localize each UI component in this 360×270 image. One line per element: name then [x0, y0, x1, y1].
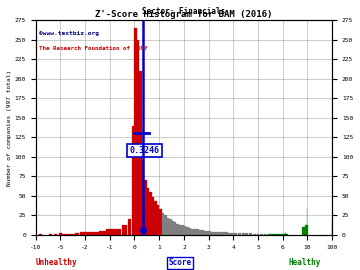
Bar [204, 231, 206, 235]
Bar [176, 224, 179, 235]
Text: Healthy: Healthy [288, 258, 320, 267]
Bar [278, 234, 283, 235]
Bar [201, 230, 204, 235]
Bar [135, 28, 137, 235]
Bar [224, 232, 226, 235]
Bar [249, 233, 252, 235]
Bar [171, 221, 174, 235]
Bar [268, 234, 273, 235]
Bar [283, 234, 284, 235]
Text: Sector: Financials: Sector: Financials [142, 7, 225, 16]
Bar [137, 40, 139, 235]
Bar [219, 232, 221, 235]
Bar [199, 230, 201, 235]
Bar [169, 219, 171, 235]
Text: 0.3246: 0.3246 [130, 146, 159, 155]
Bar [196, 230, 199, 235]
Bar [191, 229, 194, 235]
Bar [189, 228, 191, 235]
Text: Unhealthy: Unhealthy [36, 258, 78, 267]
Bar [159, 209, 162, 235]
Bar [157, 205, 159, 235]
Bar [139, 71, 142, 235]
Bar [164, 215, 167, 235]
Text: ©www.textbiz.org: ©www.textbiz.org [39, 31, 99, 36]
Bar [273, 234, 278, 235]
Bar [39, 234, 42, 235]
Bar [144, 180, 147, 235]
Bar [84, 232, 91, 235]
Bar [253, 234, 256, 235]
Bar [184, 226, 186, 235]
Bar [213, 232, 216, 235]
Bar [194, 229, 196, 235]
Bar [242, 233, 245, 235]
Bar [228, 233, 231, 235]
Bar [284, 234, 285, 235]
Bar [179, 225, 181, 235]
Bar [82, 232, 85, 235]
Bar [67, 234, 71, 235]
Bar [59, 233, 62, 235]
Bar [208, 231, 211, 235]
Text: The Research Foundation of SUNY: The Research Foundation of SUNY [39, 46, 147, 51]
Bar [257, 234, 260, 235]
Bar [174, 222, 176, 235]
Bar [246, 233, 248, 235]
Bar [152, 197, 154, 235]
Bar [75, 233, 79, 235]
Bar [287, 234, 288, 235]
Bar [302, 227, 305, 235]
Bar [91, 232, 99, 235]
Bar [226, 232, 228, 235]
Bar [206, 231, 208, 235]
Bar [167, 218, 169, 235]
Y-axis label: Number of companies (997 total): Number of companies (997 total) [7, 69, 12, 185]
Bar [80, 232, 82, 235]
Bar [99, 231, 106, 235]
Bar [142, 161, 144, 235]
Bar [147, 188, 149, 235]
Bar [113, 229, 121, 235]
Bar [106, 230, 113, 235]
Bar [181, 225, 184, 235]
Bar [211, 232, 213, 235]
Bar [230, 233, 234, 235]
Bar [162, 213, 164, 235]
Bar [305, 225, 307, 235]
Bar [216, 232, 219, 235]
Bar [128, 219, 131, 235]
Bar [149, 192, 152, 235]
Bar [71, 234, 75, 235]
Bar [285, 233, 287, 235]
Bar [122, 225, 127, 235]
Bar [186, 227, 189, 235]
Title: Z'-Score Histogram for BAM (2016): Z'-Score Histogram for BAM (2016) [95, 10, 273, 19]
Bar [54, 234, 57, 235]
Bar [62, 234, 67, 235]
Bar [154, 201, 157, 235]
Bar [264, 234, 267, 235]
Bar [238, 233, 241, 235]
Text: Score: Score [168, 258, 192, 267]
Bar [221, 232, 224, 235]
Bar [260, 234, 263, 235]
Bar [234, 233, 237, 235]
Bar [132, 126, 135, 235]
Bar [49, 234, 52, 235]
